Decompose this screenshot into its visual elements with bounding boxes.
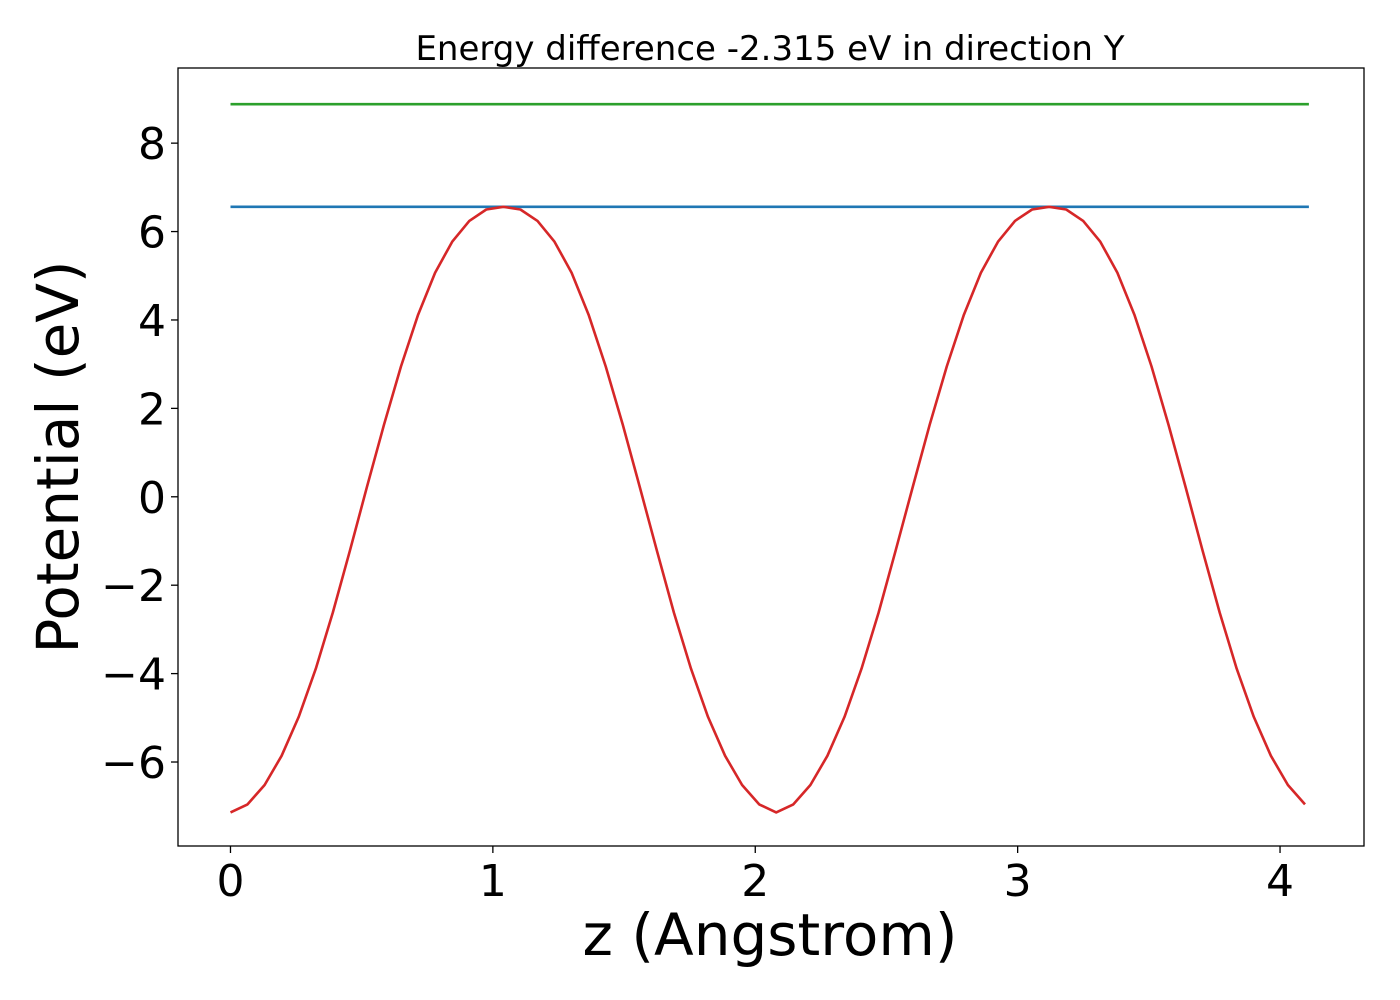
x-axis: 0 1 2 3 4 (216, 846, 1294, 907)
chart-title: Energy difference -2.315 eV in direction… (415, 29, 1124, 69)
x-tick-label: 1 (479, 856, 507, 907)
x-axis-label: z (Angstrom) (583, 901, 958, 969)
plot-frame (177, 67, 1365, 847)
x-tick-label: 0 (216, 856, 244, 907)
y-tick-label: 6 (138, 208, 166, 259)
y-tick-label: 0 (138, 473, 166, 524)
x-tick-label: 3 (1004, 856, 1032, 907)
y-tick-label: 8 (138, 119, 166, 170)
y-tick-label: −6 (101, 738, 166, 789)
y-tick-label: 2 (138, 384, 166, 435)
x-tick-label: 4 (1266, 856, 1294, 907)
y-tick-label: −2 (101, 561, 166, 612)
y-tick-label: 4 (138, 296, 166, 347)
y-axis-label: Potential (eV) (24, 260, 92, 653)
x-tick-label: 2 (741, 856, 769, 907)
plot-area (229, 102, 1309, 814)
red-potential-curve (229, 205, 1306, 814)
y-axis: −6 −4 −2 0 2 4 6 8 (101, 119, 178, 789)
y-tick-label: −4 (101, 650, 166, 701)
